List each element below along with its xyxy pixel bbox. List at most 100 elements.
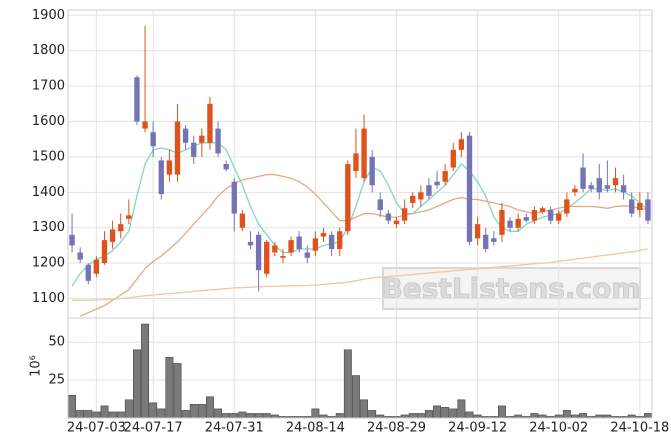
candle-body [215,128,221,154]
moving-average-line [79,173,649,317]
candle-body [442,171,448,182]
volume-bar [181,410,190,419]
y-tick-label: 1800 [32,43,65,58]
candle-body [426,185,432,196]
candle-body [572,188,578,193]
candle-body [101,240,108,264]
volume-bar [530,413,539,419]
candle-body [69,234,75,246]
candle-body [361,128,367,179]
volume-bar [351,375,360,419]
candle-body [191,142,197,157]
volume-bar [360,399,369,419]
volume-bar [205,396,214,419]
volume-bar [457,399,466,419]
volume-bar [173,363,182,419]
candle-body [645,199,651,221]
candle-body [434,181,440,186]
candle-body [239,213,246,228]
candle-body [629,199,635,214]
volume-bar [214,408,223,419]
volume-bar [262,413,271,419]
x-tick-label: 24-07-31 [205,421,264,436]
candle-body [109,229,116,242]
x-tick-label: 24-10-02 [529,421,588,436]
candle-body [531,210,538,221]
candle-body [264,241,270,274]
volume-bar [238,411,247,419]
candle-body [385,213,392,221]
volume-bar [132,349,141,419]
candle-body [272,245,278,253]
volume-bar [68,394,77,419]
candle-body [312,238,319,251]
volume-bar [189,404,198,419]
volume-bar [424,410,433,419]
candle-body [353,153,359,172]
volume-bar [562,410,571,419]
candle-body [564,199,570,214]
candle-body [612,178,619,186]
volume-bar [465,411,474,419]
candle-body [523,217,529,221]
candle-body [85,264,91,281]
candle-body [466,135,473,242]
candle-body [620,185,627,193]
candle-body [320,233,327,237]
candle-body [369,156,375,186]
y-tick-label: 1100 [32,291,65,306]
candle-body [223,164,229,170]
candle-body [126,215,132,219]
volume-bar [116,411,125,419]
y-tick-label: 1200 [32,256,65,271]
y-tick-label: 1900 [32,8,65,23]
volume-bar [76,410,85,419]
volume-bar [643,413,652,419]
volume-bar [311,408,320,419]
candle-body [499,210,505,235]
candle-body [377,199,383,211]
candle-body [596,178,602,193]
candle-body [158,160,164,195]
candle-body [328,234,335,249]
candle-body [418,192,424,200]
x-tick-label: 24-07-17 [124,421,183,436]
candle-body [539,208,546,212]
candle-body [337,231,343,249]
y-tick-label: 1300 [32,220,65,235]
candle-body [345,164,351,232]
candle-body [134,77,140,122]
volume-bar [497,405,506,419]
y-tick-label: 1700 [32,79,65,94]
candle-body [207,103,213,143]
candle-body [150,132,156,147]
volume-bar [230,413,239,419]
volume-bar [433,405,442,419]
candle-body [604,185,611,189]
candle-body [296,236,302,249]
candle-body [515,218,521,228]
candle-body [547,210,554,221]
candle-body [474,224,481,239]
candle-body [247,241,254,246]
candle-body [142,121,148,129]
candle-body [304,252,310,258]
volume-bar [441,407,450,419]
volume-bar [157,408,166,419]
candle-body [483,234,489,249]
x-tick-label: 24-10-18 [610,421,669,436]
watermark: BestListens.com [381,272,640,305]
volume-bar [416,413,425,419]
candle-body [77,252,83,260]
candle-body [450,149,456,168]
candle-body [280,256,286,258]
volume-bar [408,413,417,419]
volume-bar [165,357,174,419]
moving-average-line [72,248,649,301]
volume-axis-label: 10⁶ [29,355,44,377]
candle-body [458,139,465,150]
plot-frame [67,9,653,419]
candle-body [182,128,189,143]
candle-body [255,234,262,271]
